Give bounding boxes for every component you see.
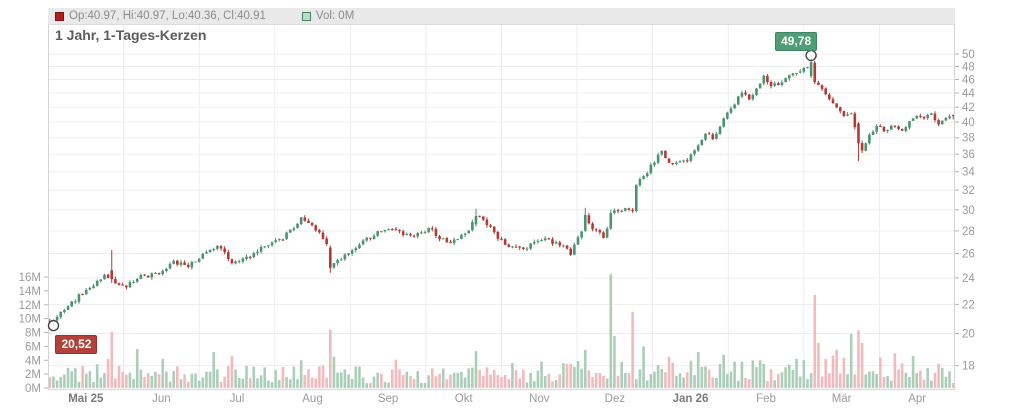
svg-text:Jul: Jul <box>230 393 245 405</box>
svg-text:Mai 25: Mai 25 <box>68 393 104 405</box>
svg-text:26: 26 <box>962 248 975 260</box>
high-marker-badge: 49,78 <box>775 32 818 52</box>
volume-bars-layer <box>48 274 955 389</box>
svg-text:22: 22 <box>962 299 975 311</box>
svg-text:50: 50 <box>962 49 975 61</box>
svg-text:4M: 4M <box>25 355 41 367</box>
volume-legend-item: Vol: 0M <box>301 10 355 22</box>
ohlc-legend-swatch-icon <box>55 11 64 21</box>
svg-text:40: 40 <box>962 117 975 129</box>
extreme-markers <box>47 49 817 332</box>
svg-text:44: 44 <box>962 88 975 100</box>
chart-legend: Op:40.97, Hi:40.97, Lo:40.36, Cl:40.91 V… <box>48 8 955 25</box>
svg-text:24: 24 <box>962 273 975 285</box>
volume-legend-text: Vol: 0M <box>315 10 355 22</box>
svg-text:0M: 0M <box>25 383 41 395</box>
svg-text:6M: 6M <box>25 341 41 353</box>
svg-text:Mär: Mär <box>832 393 852 405</box>
svg-text:Sep: Sep <box>378 393 398 405</box>
svg-text:10M: 10M <box>19 314 41 326</box>
svg-text:30: 30 <box>962 205 975 217</box>
svg-text:12M: 12M <box>19 300 41 312</box>
chart-title: 1 Jahr, 1-Tages-Kerzen <box>55 27 207 43</box>
svg-text:32: 32 <box>962 185 975 197</box>
svg-text:20: 20 <box>962 328 975 340</box>
svg-text:Dez: Dez <box>605 393 626 405</box>
ohlc-legend-item: Op:40.97, Hi:40.97, Lo:40.36, Cl:40.91 <box>55 10 266 22</box>
grid-layer <box>48 8 955 389</box>
svg-text:16M: 16M <box>19 272 41 284</box>
svg-text:42: 42 <box>962 102 975 114</box>
svg-text:36: 36 <box>962 149 975 161</box>
svg-text:Aug: Aug <box>302 393 322 405</box>
svg-text:Jun: Jun <box>152 393 171 405</box>
low-marker-badge: 20,52 <box>55 334 98 354</box>
volume-legend-swatch-icon <box>301 11 311 21</box>
svg-text:18: 18 <box>962 361 975 373</box>
svg-text:46: 46 <box>962 74 975 86</box>
ohlc-legend-text: Op:40.97, Hi:40.97, Lo:40.36, Cl:40.91 <box>69 10 266 22</box>
x-axis: Mai 25 Jun Jul Aug Sep Okt Nov Dez Jan 26 Feb Mär A… <box>68 393 926 405</box>
svg-text:14M: 14M <box>19 286 41 298</box>
svg-text:34: 34 <box>962 167 975 179</box>
svg-text:48: 48 <box>962 61 975 73</box>
svg-text:38: 38 <box>962 133 975 145</box>
svg-text:2M: 2M <box>25 369 41 381</box>
svg-text:Jan 26: Jan 26 <box>673 393 709 405</box>
svg-text:Okt: Okt <box>455 393 474 405</box>
svg-text:28: 28 <box>962 226 975 238</box>
svg-text:Nov: Nov <box>529 393 550 405</box>
svg-text:8M: 8M <box>25 328 41 340</box>
svg-text:Feb: Feb <box>756 393 776 405</box>
candles-layer[interactable] <box>48 55 955 326</box>
svg-text:Apr: Apr <box>908 393 926 405</box>
